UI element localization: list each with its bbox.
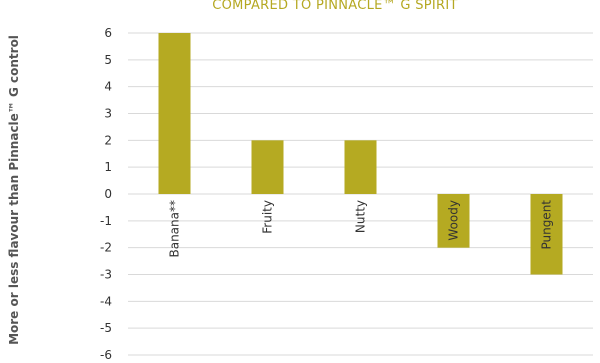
y-tick-label: 1 [104, 160, 112, 174]
chart-title: COMPARED TO PINNACLE™ G SPIRIT [212, 0, 458, 13]
y-tick-label: -6 [100, 348, 112, 362]
y-tick-label: -4 [100, 294, 112, 308]
bar-pungent [530, 194, 563, 275]
y-tick-label: -1 [100, 214, 112, 228]
y-tick-label: 6 [104, 26, 112, 40]
y-tick-label: -2 [100, 241, 112, 255]
y-tick-labels: 6 5 4 3 2 1 0 -1 -2 -3 -4 -5 -6 [100, 26, 112, 362]
y-axis-label: More or less flavour than Pinnacle™ G co… [7, 35, 21, 345]
y-tick-label: -3 [100, 268, 112, 282]
bar-fruity [251, 140, 284, 194]
category-label: Pungent [540, 200, 554, 250]
bar-banana [158, 33, 191, 194]
y-tick-label: 0 [104, 187, 112, 201]
bar-woody [437, 194, 470, 248]
category-labels: Banana** Fruity Nutty Woody Pungent [168, 200, 554, 258]
category-label: Fruity [261, 200, 275, 234]
category-label: Banana** [168, 200, 182, 258]
y-tick-label: -5 [100, 321, 112, 335]
bars [158, 33, 563, 275]
y-tick-label: 5 [104, 53, 112, 67]
y-tick-label: 2 [104, 133, 112, 147]
y-tick-label: 4 [104, 80, 112, 94]
y-tick-label: 3 [104, 107, 112, 121]
bar-nutty [344, 140, 377, 194]
category-label: Nutty [354, 200, 368, 233]
category-label: Woody [447, 200, 461, 241]
